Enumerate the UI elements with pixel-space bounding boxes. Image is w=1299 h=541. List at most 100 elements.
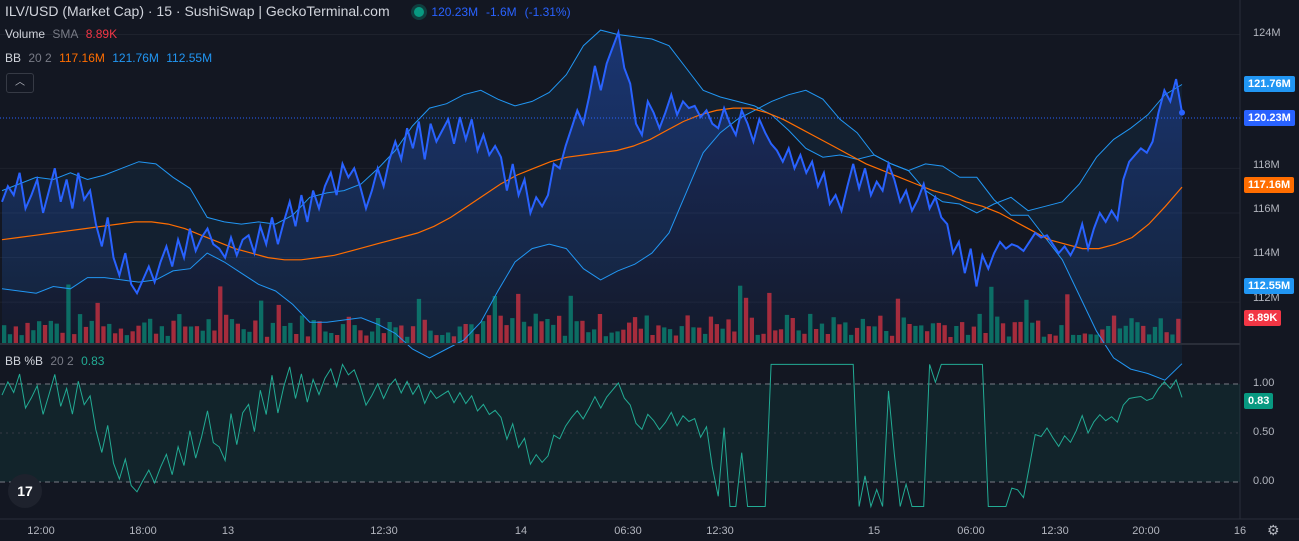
- gear-icon[interactable]: ⚙: [1267, 522, 1280, 538]
- volume-bar: [428, 330, 433, 343]
- change-value: -1.6M: [486, 5, 517, 19]
- bb-lower-value: 112.55M: [166, 51, 213, 65]
- volume-bar: [399, 325, 404, 343]
- tradingview-logo-icon[interactable]: 17: [8, 474, 42, 508]
- last-price-dot: [1179, 109, 1185, 116]
- volume-bar: [1071, 334, 1076, 343]
- volume-value: 8.89K: [85, 27, 118, 41]
- time-tick-label: 12:00: [27, 525, 55, 537]
- volume-bar: [942, 325, 947, 343]
- bb-basis-value: 117.16M: [59, 51, 105, 65]
- y-tick-label: 114M: [1253, 247, 1280, 259]
- volume-bar: [1059, 325, 1064, 343]
- volume-bar: [113, 333, 118, 343]
- volume-bar: [1082, 333, 1087, 343]
- symbol-legend: ILV/USD (Market Cap) · 15 · SushiSwap | …: [5, 3, 575, 19]
- volume-bar: [183, 326, 188, 343]
- volume-bar: [621, 329, 626, 343]
- volume-bar: [907, 324, 912, 343]
- last-value: 120.23M: [431, 5, 479, 19]
- volume-bar: [843, 322, 848, 343]
- volume-bar: [89, 320, 94, 343]
- volume-bar: [819, 323, 825, 343]
- volume-bar: [761, 333, 766, 343]
- volume-bar: [726, 319, 731, 343]
- time-tick-label: 18:00: [129, 525, 157, 537]
- volume-bar: [825, 334, 830, 343]
- volume-bar: [592, 329, 597, 343]
- pctb-legend[interactable]: BB %B 20 2 0.83: [5, 354, 108, 368]
- volume-bar: [282, 326, 287, 343]
- bb-legend[interactable]: BB 20 2 117.16M 121.76M 112.55M: [5, 51, 216, 65]
- volume-bar: [913, 325, 918, 343]
- volume-bar: [597, 314, 603, 343]
- volume-bar: [118, 328, 124, 343]
- price-line: [1, 28, 1183, 296]
- volume-bar: [732, 331, 737, 343]
- symbol-title: ILV/USD (Market Cap) · 15 · SushiSwap | …: [5, 3, 390, 19]
- bb-upper-value: 121.76M: [112, 51, 159, 65]
- volume-bar: [720, 328, 725, 343]
- time-tick-label: 13: [221, 525, 235, 537]
- volume-bar: [335, 335, 340, 343]
- volume-bar: [989, 286, 994, 343]
- volume-bar: [481, 321, 486, 343]
- volume-bar: [288, 322, 293, 343]
- volume-bar: [37, 321, 42, 343]
- volume-bar: [971, 326, 976, 343]
- volume-bar: [872, 326, 877, 343]
- volume-bar: [95, 302, 100, 343]
- volume-bar: [457, 326, 462, 343]
- volume-bar: [983, 333, 988, 343]
- volume-bar: [656, 325, 661, 343]
- volume-bar: [492, 296, 497, 343]
- bb-upper-line: [1, 29, 1183, 225]
- volume-bar: [714, 324, 719, 343]
- volume-bar: [884, 331, 889, 343]
- volume-bar: [673, 335, 679, 343]
- volume-bar: [504, 325, 509, 343]
- volume-bar: [475, 334, 480, 343]
- volume-label: Volume: [5, 27, 46, 41]
- last-price-tag: 120.23M: [1244, 110, 1295, 126]
- volume-bar: [188, 326, 194, 343]
- collapse-legend-button[interactable]: ︿: [6, 73, 34, 93]
- volume-bar: [422, 319, 427, 343]
- pctb-params: 20 2: [50, 354, 74, 368]
- volume-bar: [773, 330, 778, 343]
- volume-bar: [299, 315, 305, 343]
- volume-bar: [685, 315, 690, 343]
- volume-bar: [1012, 322, 1017, 343]
- volume-bar: [516, 293, 521, 343]
- time-tick-label: 12:30: [370, 525, 398, 537]
- volume-bar: [48, 320, 53, 343]
- volume-bar: [854, 327, 860, 343]
- volume-legend[interactable]: Volume SMA 8.89K: [5, 27, 121, 41]
- volume-bar: [346, 316, 351, 343]
- volume-bar: [124, 335, 129, 343]
- time-tick-label: 06:30: [614, 525, 642, 537]
- volume-bar: [434, 335, 439, 343]
- volume-bar: [416, 298, 422, 343]
- volume-bar: [1065, 294, 1070, 343]
- volume-bar: [925, 331, 930, 343]
- volume-bar: [1176, 318, 1181, 343]
- live-status-icon: [413, 7, 424, 18]
- volume-bar: [1111, 315, 1117, 343]
- volume-bar: [586, 332, 591, 343]
- volume-bar: [153, 333, 159, 343]
- volume-bar: [229, 319, 235, 343]
- volume-bar: [31, 330, 36, 343]
- volume-bar: [1170, 334, 1175, 343]
- volume-bar: [627, 322, 632, 343]
- volume-bar: [405, 336, 410, 343]
- volume-bar: [609, 332, 614, 343]
- volume-bar: [738, 285, 743, 343]
- volume-bar: [340, 324, 346, 343]
- volume-bar: [755, 334, 760, 343]
- volume-bar: [1018, 321, 1023, 343]
- volume-bar: [615, 331, 620, 343]
- volume-bar: [1106, 326, 1111, 343]
- volume-bar: [469, 324, 474, 343]
